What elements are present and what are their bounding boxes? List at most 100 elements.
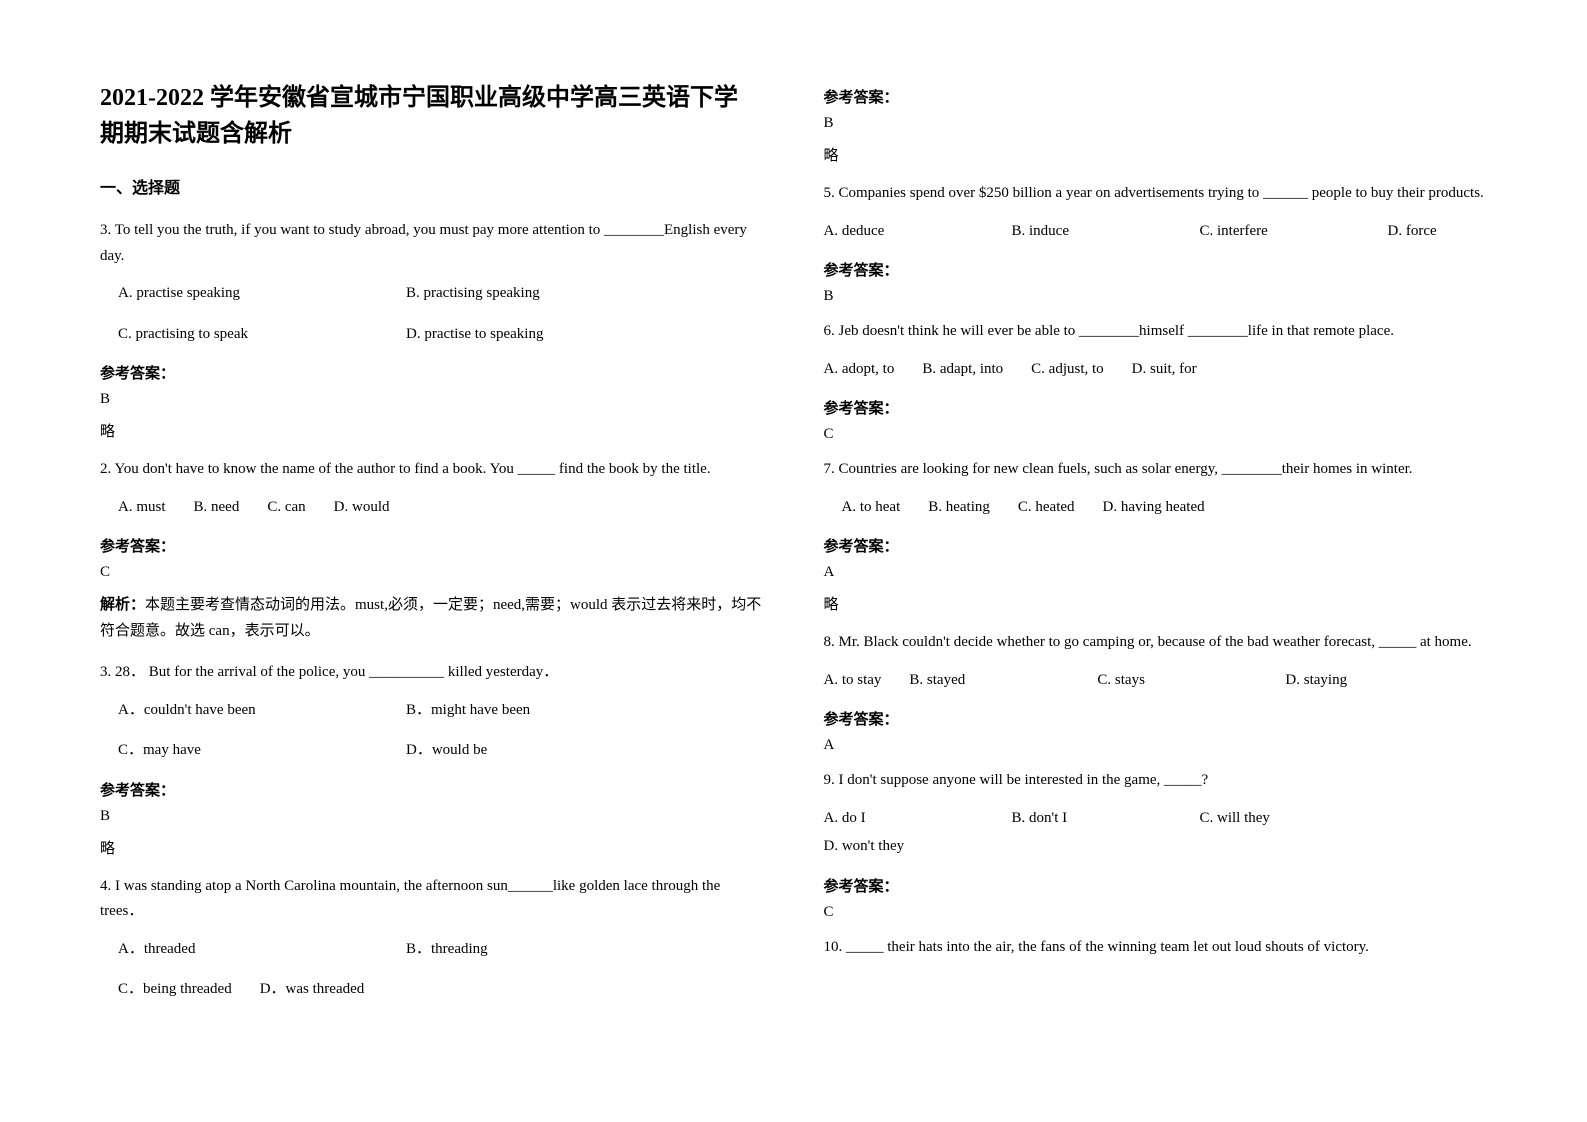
q6-answer: C [824,426,1488,443]
q2-option-b: B. need [194,493,240,522]
q3-option-d: D．would be [406,736,666,765]
q1-options-row1: A. practise speaking B. practising speak… [100,279,764,308]
q2-answer: C [100,564,764,581]
q6-options: A. adopt, to B. adapt, into C. adjust, t… [824,355,1488,384]
q8-body: Mr. Black couldn't decide whether to go … [839,634,1472,650]
q4-option-c: C．being threaded [118,975,232,1004]
q6-option-a: A. adopt, to [824,355,895,384]
q2-body: You don't have to know the name of the a… [114,461,710,477]
q4-options-row2: C．being threaded D．was threaded [100,975,764,1004]
left-column: 2021-2022 学年安徽省宣城市宁国职业高级中学高三英语下学 期期末试题含解… [100,80,764,1082]
q7-option-b: B. heating [928,493,990,522]
q2-text: 2. You don't have to know the name of th… [100,457,764,483]
q5-option-c: C. interfere [1200,217,1360,246]
q4-answer: B [824,115,1488,132]
q1-text: 3. To tell you the truth, if you want to… [100,218,764,269]
q10-number: 10. [824,939,843,955]
title-line-2: 期期末试题含解析 [100,121,292,147]
q2-explain: 解析：本题主要考查情态动词的用法。must,必须，一定要；need,需要；wou… [100,593,764,644]
q3-text: 3. 28． But for the arrival of the police… [100,660,764,686]
q7-answer-label: 参考答案： [824,535,1488,556]
q3-body: But for the arrival of the police, you _… [149,664,558,680]
q6-number: 6. [824,323,835,339]
q1-answer-label: 参考答案： [100,362,764,383]
page-title: 2021-2022 学年安徽省宣城市宁国职业高级中学高三英语下学 期期末试题含解… [100,80,764,152]
q7-body: Countries are looking for new clean fuel… [839,461,1413,477]
q5-answer-label: 参考答案： [824,259,1488,280]
q1-option-a: A. practise speaking [118,279,378,308]
q9-options: A. do I B. don't I C. will they D. won't… [824,804,1488,861]
q4-answer-label: 参考答案： [824,86,1488,107]
q7-answer: A [824,564,1488,581]
q8-option-c: C. stays [1097,666,1257,695]
q4-body: I was standing atop a North Carolina mou… [100,878,720,920]
q8-option-d: D. staying [1285,666,1347,695]
q5-option-d: D. force [1388,217,1437,246]
q6-answer-label: 参考答案： [824,397,1488,418]
q7-option-c: C. heated [1018,493,1075,522]
q8-option-b: B. stayed [909,666,1069,695]
q2-option-a: A. must [118,493,166,522]
q2-explain-text: 本题主要考查情态动词的用法。must,必须，一定要；need,需要；would … [100,597,761,639]
q6-option-c: C. adjust, to [1031,355,1104,384]
q1-answer: B [100,391,764,408]
q6-body: Jeb doesn't think he will ever be able t… [839,323,1394,339]
q5-answer: B [824,288,1488,305]
q4-note: 略 [824,144,1488,165]
q9-number: 9. [824,772,835,788]
q8-answer-label: 参考答案： [824,708,1488,729]
q3-option-c: C．may have [118,736,378,765]
q1-option-d: D. practise to speaking [406,320,666,349]
q2-number: 2. [100,461,111,477]
q7-option-a: A. to heat [842,493,901,522]
q7-note: 略 [824,593,1488,614]
q7-text: 7. Countries are looking for new clean f… [824,457,1488,483]
q8-option-a: A. to stay [824,666,882,695]
q9-body: I don't suppose anyone will be intereste… [839,772,1209,788]
q9-option-d: D. won't they [824,832,905,861]
q4-option-a: A．threaded [118,935,378,964]
q4-option-d: D．was threaded [260,975,365,1004]
q8-text: 8. Mr. Black couldn't decide whether to … [824,630,1488,656]
q3-options-row2: C．may have D．would be [100,736,764,765]
q7-option-d: D. having heated [1103,493,1205,522]
q10-body: _____ their hats into the air, the fans … [846,939,1369,955]
q9-answer-label: 参考答案： [824,875,1488,896]
q9-answer: C [824,904,1488,921]
q3-answer: B [100,808,764,825]
q2-option-d: D. would [334,493,390,522]
q7-number: 7. [824,461,835,477]
q3-answer-label: 参考答案： [100,779,764,800]
q6-option-b: B. adapt, into [922,355,1003,384]
q1-number: 3. [100,222,111,238]
q1-option-b: B. practising speaking [406,279,666,308]
q2-answer-label: 参考答案： [100,535,764,556]
q1-body: To tell you the truth, if you want to st… [100,222,747,264]
q4-option-b: B．threading [406,935,666,964]
q3-note: 略 [100,837,764,858]
q3-options-row1: A．couldn't have been B．might have been [100,696,764,725]
q5-option-b: B. induce [1012,217,1172,246]
title-line-1: 2021-2022 学年安徽省宣城市宁国职业高级中学高三英语下学 [100,85,738,111]
q3-number: 3. 28． [100,664,145,680]
section-heading: 一、选择题 [100,174,764,198]
exam-page: 2021-2022 学年安徽省宣城市宁国职业高级中学高三英语下学 期期末试题含解… [0,0,1587,1122]
q1-options-row2: C. practising to speak D. practise to sp… [100,320,764,349]
q5-number: 5. [824,185,835,201]
q5-text: 5. Companies spend over $250 billion a y… [824,181,1488,207]
q2-explain-label: 解析： [100,597,145,613]
q5-options: A. deduce B. induce C. interfere D. forc… [824,217,1488,246]
q4-options-row1: A．threaded B．threading [100,935,764,964]
q5-option-a: A. deduce [824,217,984,246]
q1-note: 略 [100,420,764,441]
q4-text: 4. I was standing atop a North Carolina … [100,874,764,925]
q9-option-b: B. don't I [1012,804,1172,833]
q10-text: 10. _____ their hats into the air, the f… [824,935,1488,961]
q1-option-c: C. practising to speak [118,320,378,349]
q8-answer: A [824,737,1488,754]
q9-option-a: A. do I [824,804,984,833]
q6-option-d: D. suit, for [1132,355,1197,384]
q8-number: 8. [824,634,835,650]
right-column: 参考答案： B 略 5. Companies spend over $250 b… [824,80,1488,1082]
q3-option-b: B．might have been [406,696,666,725]
